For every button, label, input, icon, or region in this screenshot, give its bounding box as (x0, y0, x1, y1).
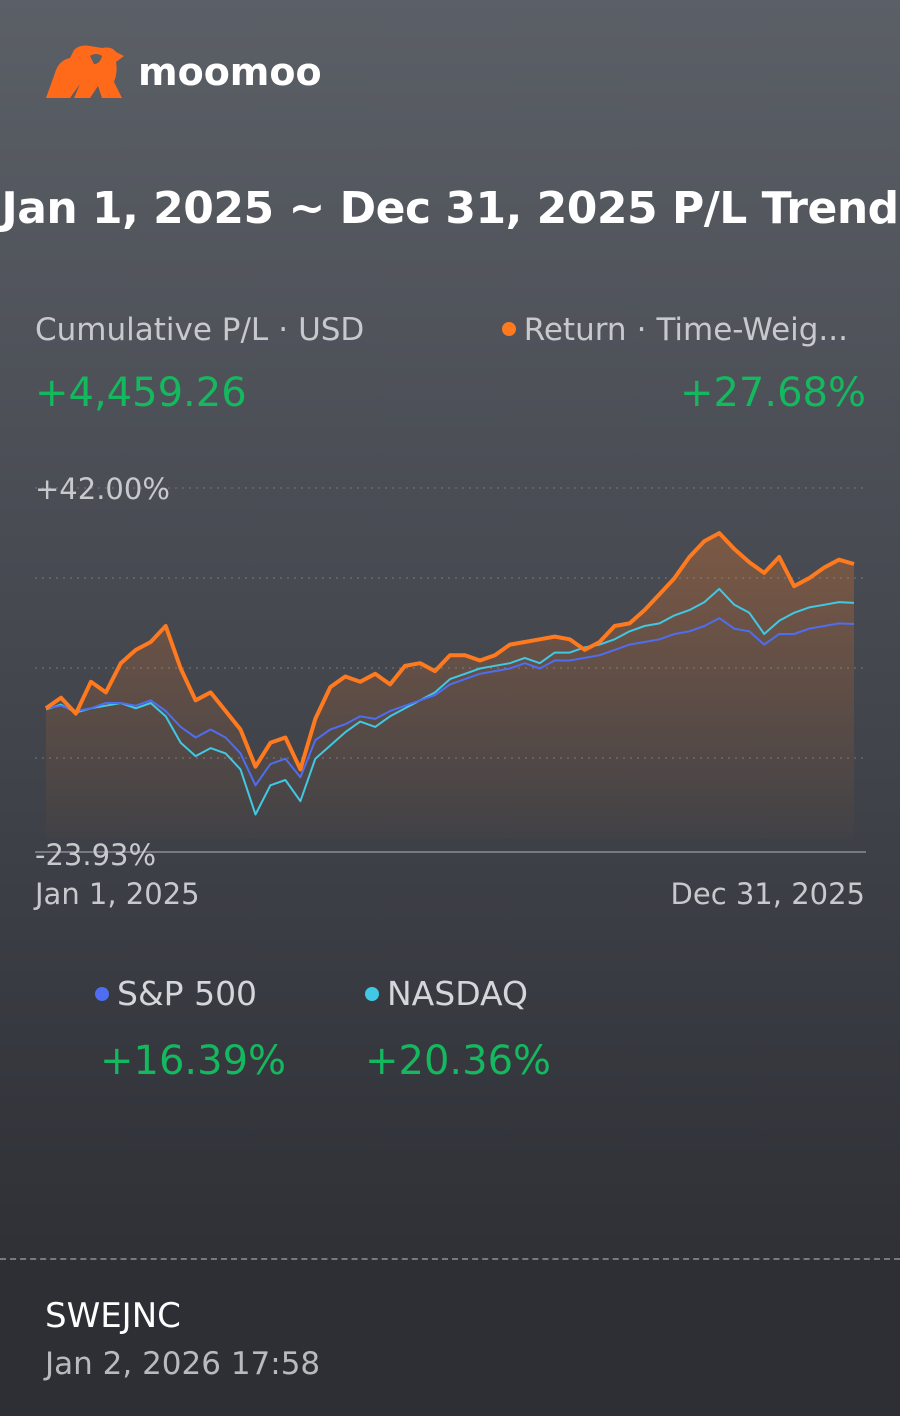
page-title: Jan 1, 2025 ~ Dec 31, 2025 P/L Trend (1, 183, 899, 234)
footer-divider (0, 1258, 900, 1260)
pl-separator: · (278, 312, 289, 348)
x-axis-start-label: Jan 1, 2025 (35, 877, 200, 911)
nasdaq-dot-icon (365, 987, 379, 1001)
cumulative-pl-value: +4,459.26 (35, 370, 247, 416)
legend-nasdaq-label: NASDAQ (387, 974, 529, 1013)
moomoo-bull-icon (46, 45, 124, 98)
pl-trend-chart (35, 487, 866, 853)
nasdaq-return-value: +20.36% (365, 1038, 552, 1084)
return-value: +27.68% (679, 370, 866, 416)
legend-nasdaq: NASDAQ (365, 974, 528, 1013)
pl-label: Cumulative P/L (35, 312, 269, 348)
return-label-group: Return · Time-Weig... (501, 312, 848, 348)
y-axis-min-label: -23.93% (35, 838, 157, 872)
chart-series (44, 531, 855, 816)
footer-panel (0, 1260, 900, 1416)
sp500-return-value: +16.39% (100, 1038, 287, 1084)
return-label: Return (523, 312, 627, 348)
sp500-dot-icon (95, 987, 109, 1001)
series-line-return (44, 531, 855, 772)
cumulative-pl-label: Cumulative P/L · USD (35, 312, 364, 348)
username: SWEJNC (45, 1296, 181, 1336)
legend-sp500: S&P 500 (95, 974, 257, 1013)
series-line-s-p-500 (45, 617, 855, 787)
share-timestamp: Jan 2, 2026 17:58 (45, 1346, 321, 1382)
brand-name: moomoo (138, 50, 322, 94)
x-axis-end-label: Dec 31, 2025 (670, 877, 865, 911)
currency-label: USD (298, 312, 365, 348)
return-method-label: Time-Weig... (656, 312, 848, 348)
return-dot-icon (501, 322, 516, 336)
return-separator: · (636, 312, 647, 348)
series-line-nasdaq (45, 587, 855, 816)
brand-logo: moomoo (44, 42, 322, 102)
y-axis-max-label: +42.00% (35, 472, 170, 506)
legend-sp500-label: S&P 500 (117, 974, 258, 1013)
